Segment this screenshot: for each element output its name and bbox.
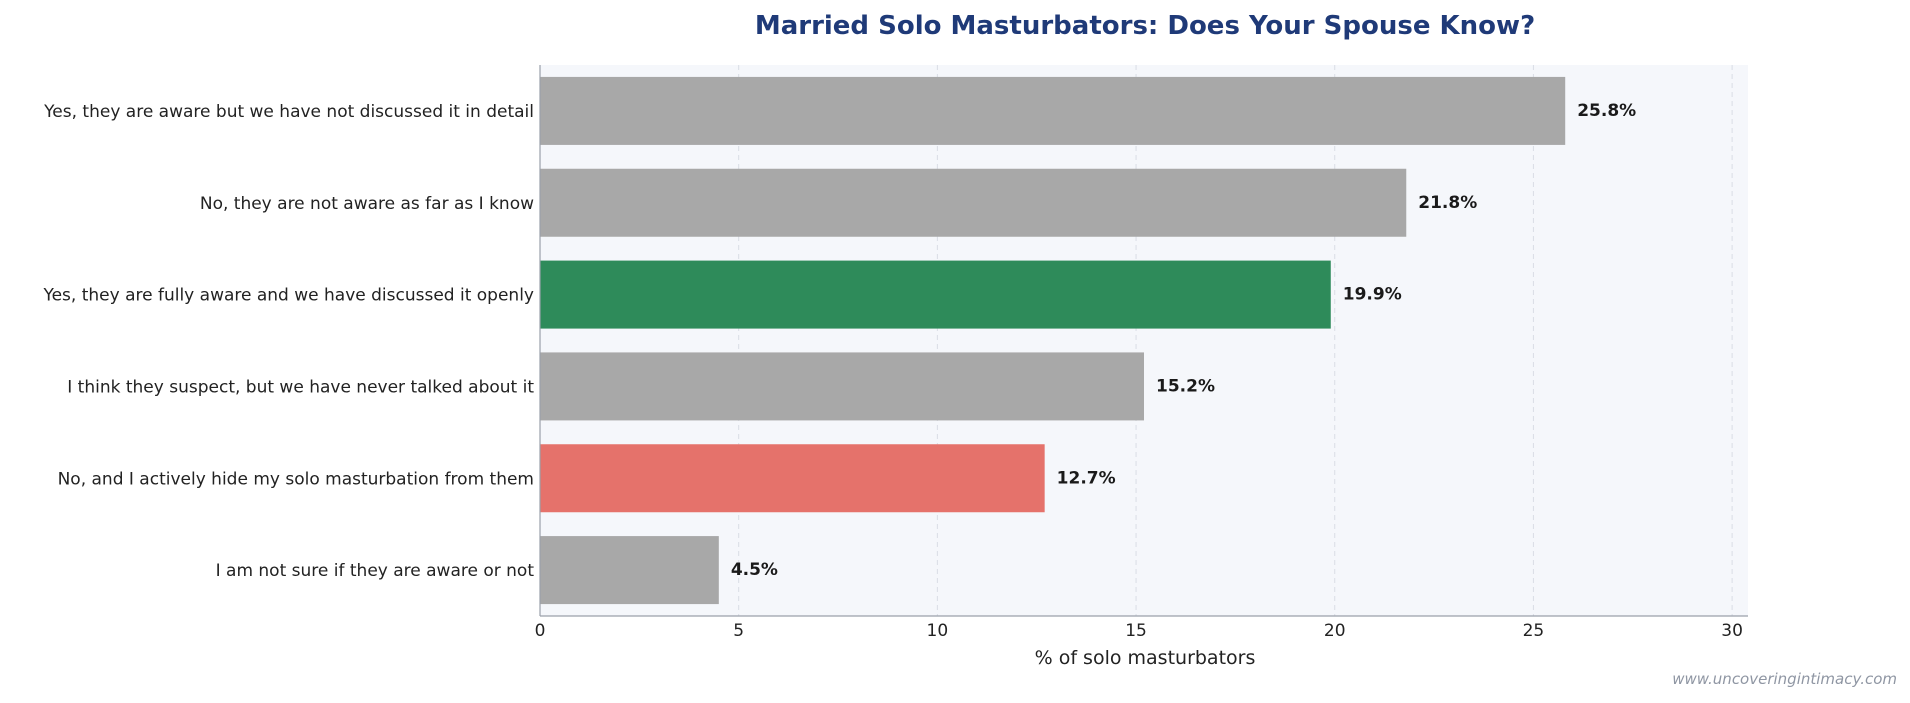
bar [540, 168, 1407, 237]
value-label: 21.8% [1418, 193, 1477, 213]
x-tick-label: 20 [1324, 621, 1346, 641]
bar [540, 536, 719, 605]
x-tick-label: 5 [733, 621, 744, 641]
value-label: 25.8% [1577, 101, 1636, 121]
category-label: I think they suspect, but we have never … [67, 377, 534, 397]
value-label: 19.9% [1343, 285, 1402, 305]
plot-background [540, 65, 1748, 616]
category-label: Yes, they are aware but we have not disc… [43, 102, 534, 122]
bar [540, 76, 1566, 145]
x-tick-label: 0 [535, 621, 546, 641]
value-label: 4.5% [731, 560, 778, 580]
value-labels: 25.8% 21.8% 19.9% 15.2% 12.7% 4.5% [731, 101, 1636, 580]
bar [540, 260, 1331, 329]
bar [540, 444, 1045, 513]
category-label: I am not sure if they are aware or not [216, 561, 535, 581]
bars [540, 76, 1566, 605]
category-label: No, they are not aware as far as I know [200, 194, 534, 214]
category-labels: Yes, they are aware but we have not disc… [42, 102, 534, 581]
x-axis-title: % of solo masturbators [1035, 647, 1256, 669]
category-label: No, and I actively hide my solo masturba… [58, 469, 534, 489]
x-tick-label: 15 [1125, 621, 1147, 641]
value-label: 12.7% [1057, 468, 1116, 488]
x-axis: 0 5 10 15 20 25 30 [535, 65, 1748, 641]
category-label: Yes, they are fully aware and we have di… [42, 286, 534, 306]
grid-lines [539, 65, 1733, 616]
watermark-text: www.uncoveringintimacy.com [1672, 670, 1897, 688]
value-label: 15.2% [1156, 376, 1215, 396]
x-tick-label: 30 [1721, 621, 1743, 641]
bar [540, 352, 1144, 421]
chart-title: Married Solo Masturbators: Does Your Spo… [755, 11, 1535, 41]
x-tick-label: 25 [1523, 621, 1545, 641]
x-tick-label: 10 [927, 621, 949, 641]
